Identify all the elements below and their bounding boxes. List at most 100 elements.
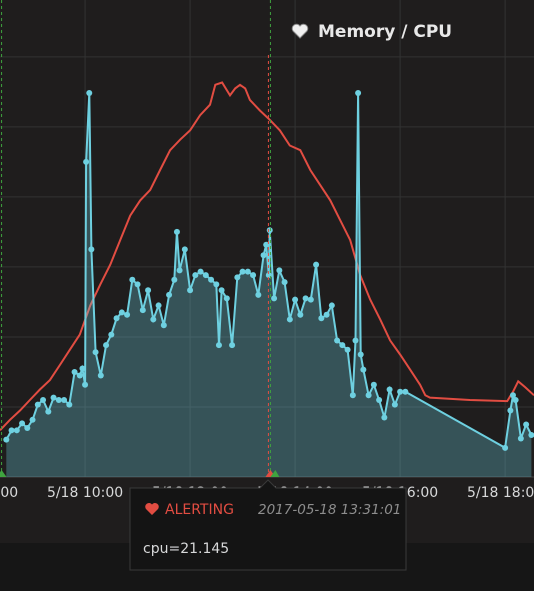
point bbox=[323, 311, 330, 318]
point bbox=[176, 267, 183, 274]
point bbox=[509, 392, 516, 399]
point bbox=[313, 261, 320, 268]
point bbox=[223, 295, 230, 302]
point bbox=[386, 386, 393, 393]
line bbox=[0, 81, 534, 431]
point bbox=[160, 322, 167, 329]
point bbox=[213, 281, 220, 288]
point bbox=[297, 311, 304, 318]
x-tick-label: 5/18 08:00 bbox=[0, 485, 18, 501]
point bbox=[88, 246, 95, 253]
point bbox=[166, 291, 173, 298]
point bbox=[370, 381, 377, 388]
annotation-marker bbox=[270, 470, 280, 477]
point bbox=[355, 90, 362, 97]
tooltip: ALERTING 2017-05-18 13:31:01 cpu=21.145 bbox=[129, 479, 407, 571]
point bbox=[139, 307, 146, 314]
point bbox=[215, 342, 222, 349]
point bbox=[124, 311, 131, 318]
x-tick-label: 5/18 18:00 bbox=[467, 485, 534, 501]
point bbox=[103, 342, 110, 349]
point bbox=[365, 392, 372, 399]
point bbox=[113, 315, 120, 322]
point bbox=[86, 90, 93, 97]
heart-icon bbox=[291, 23, 309, 39]
alert-text: cpu=21.145 bbox=[143, 541, 229, 557]
point bbox=[55, 396, 62, 403]
point bbox=[397, 388, 404, 395]
point bbox=[129, 276, 136, 283]
point bbox=[507, 407, 514, 414]
point bbox=[357, 351, 364, 358]
point bbox=[97, 372, 104, 379]
point bbox=[34, 401, 41, 408]
point bbox=[286, 316, 293, 323]
point bbox=[173, 228, 180, 235]
point bbox=[318, 315, 325, 322]
point bbox=[250, 272, 257, 279]
point bbox=[19, 420, 26, 427]
point bbox=[517, 435, 524, 442]
point bbox=[29, 416, 36, 423]
point bbox=[307, 296, 314, 303]
point bbox=[118, 309, 125, 316]
point bbox=[391, 401, 398, 408]
point bbox=[244, 268, 251, 275]
point bbox=[334, 337, 341, 344]
point bbox=[134, 281, 141, 288]
point bbox=[344, 346, 351, 353]
point bbox=[376, 396, 383, 403]
point bbox=[171, 276, 178, 283]
point bbox=[218, 287, 225, 294]
point bbox=[528, 431, 534, 438]
point bbox=[197, 268, 204, 275]
panel-header: Memory / CPU bbox=[291, 22, 452, 42]
point bbox=[302, 295, 309, 302]
point bbox=[349, 392, 356, 399]
point bbox=[266, 227, 273, 234]
point bbox=[40, 396, 47, 403]
panel-title[interactable]: Memory / CPU bbox=[318, 22, 452, 42]
point bbox=[83, 158, 90, 165]
point bbox=[260, 252, 267, 259]
point bbox=[92, 349, 99, 356]
point bbox=[66, 401, 73, 408]
point bbox=[187, 287, 194, 294]
point bbox=[155, 302, 162, 309]
point bbox=[402, 388, 409, 395]
point bbox=[239, 268, 246, 275]
point bbox=[263, 241, 270, 248]
point bbox=[79, 365, 86, 372]
point bbox=[3, 436, 10, 443]
plot bbox=[0, 0, 534, 478]
point bbox=[281, 279, 288, 286]
point bbox=[339, 342, 346, 349]
point bbox=[8, 427, 15, 434]
x-tick-label: 5/18 10:00 bbox=[47, 485, 123, 501]
point bbox=[234, 274, 241, 281]
point bbox=[202, 272, 209, 279]
annotation-marker bbox=[0, 470, 7, 477]
alert-state: ALERTING bbox=[165, 502, 234, 518]
point bbox=[82, 381, 89, 388]
point bbox=[192, 272, 199, 279]
point bbox=[271, 295, 278, 302]
point bbox=[328, 302, 335, 309]
point bbox=[276, 267, 283, 274]
alert-heart-icon bbox=[145, 503, 159, 515]
point bbox=[24, 424, 31, 431]
point bbox=[523, 421, 530, 428]
alert-time: 2017-05-18 13:31:01 bbox=[258, 502, 401, 518]
point bbox=[181, 246, 188, 253]
point bbox=[13, 427, 20, 434]
point bbox=[145, 287, 152, 294]
point bbox=[360, 366, 367, 373]
point bbox=[71, 368, 78, 375]
point bbox=[229, 342, 236, 349]
point bbox=[381, 414, 388, 421]
point bbox=[76, 372, 83, 379]
point bbox=[61, 396, 68, 403]
point bbox=[50, 394, 57, 401]
